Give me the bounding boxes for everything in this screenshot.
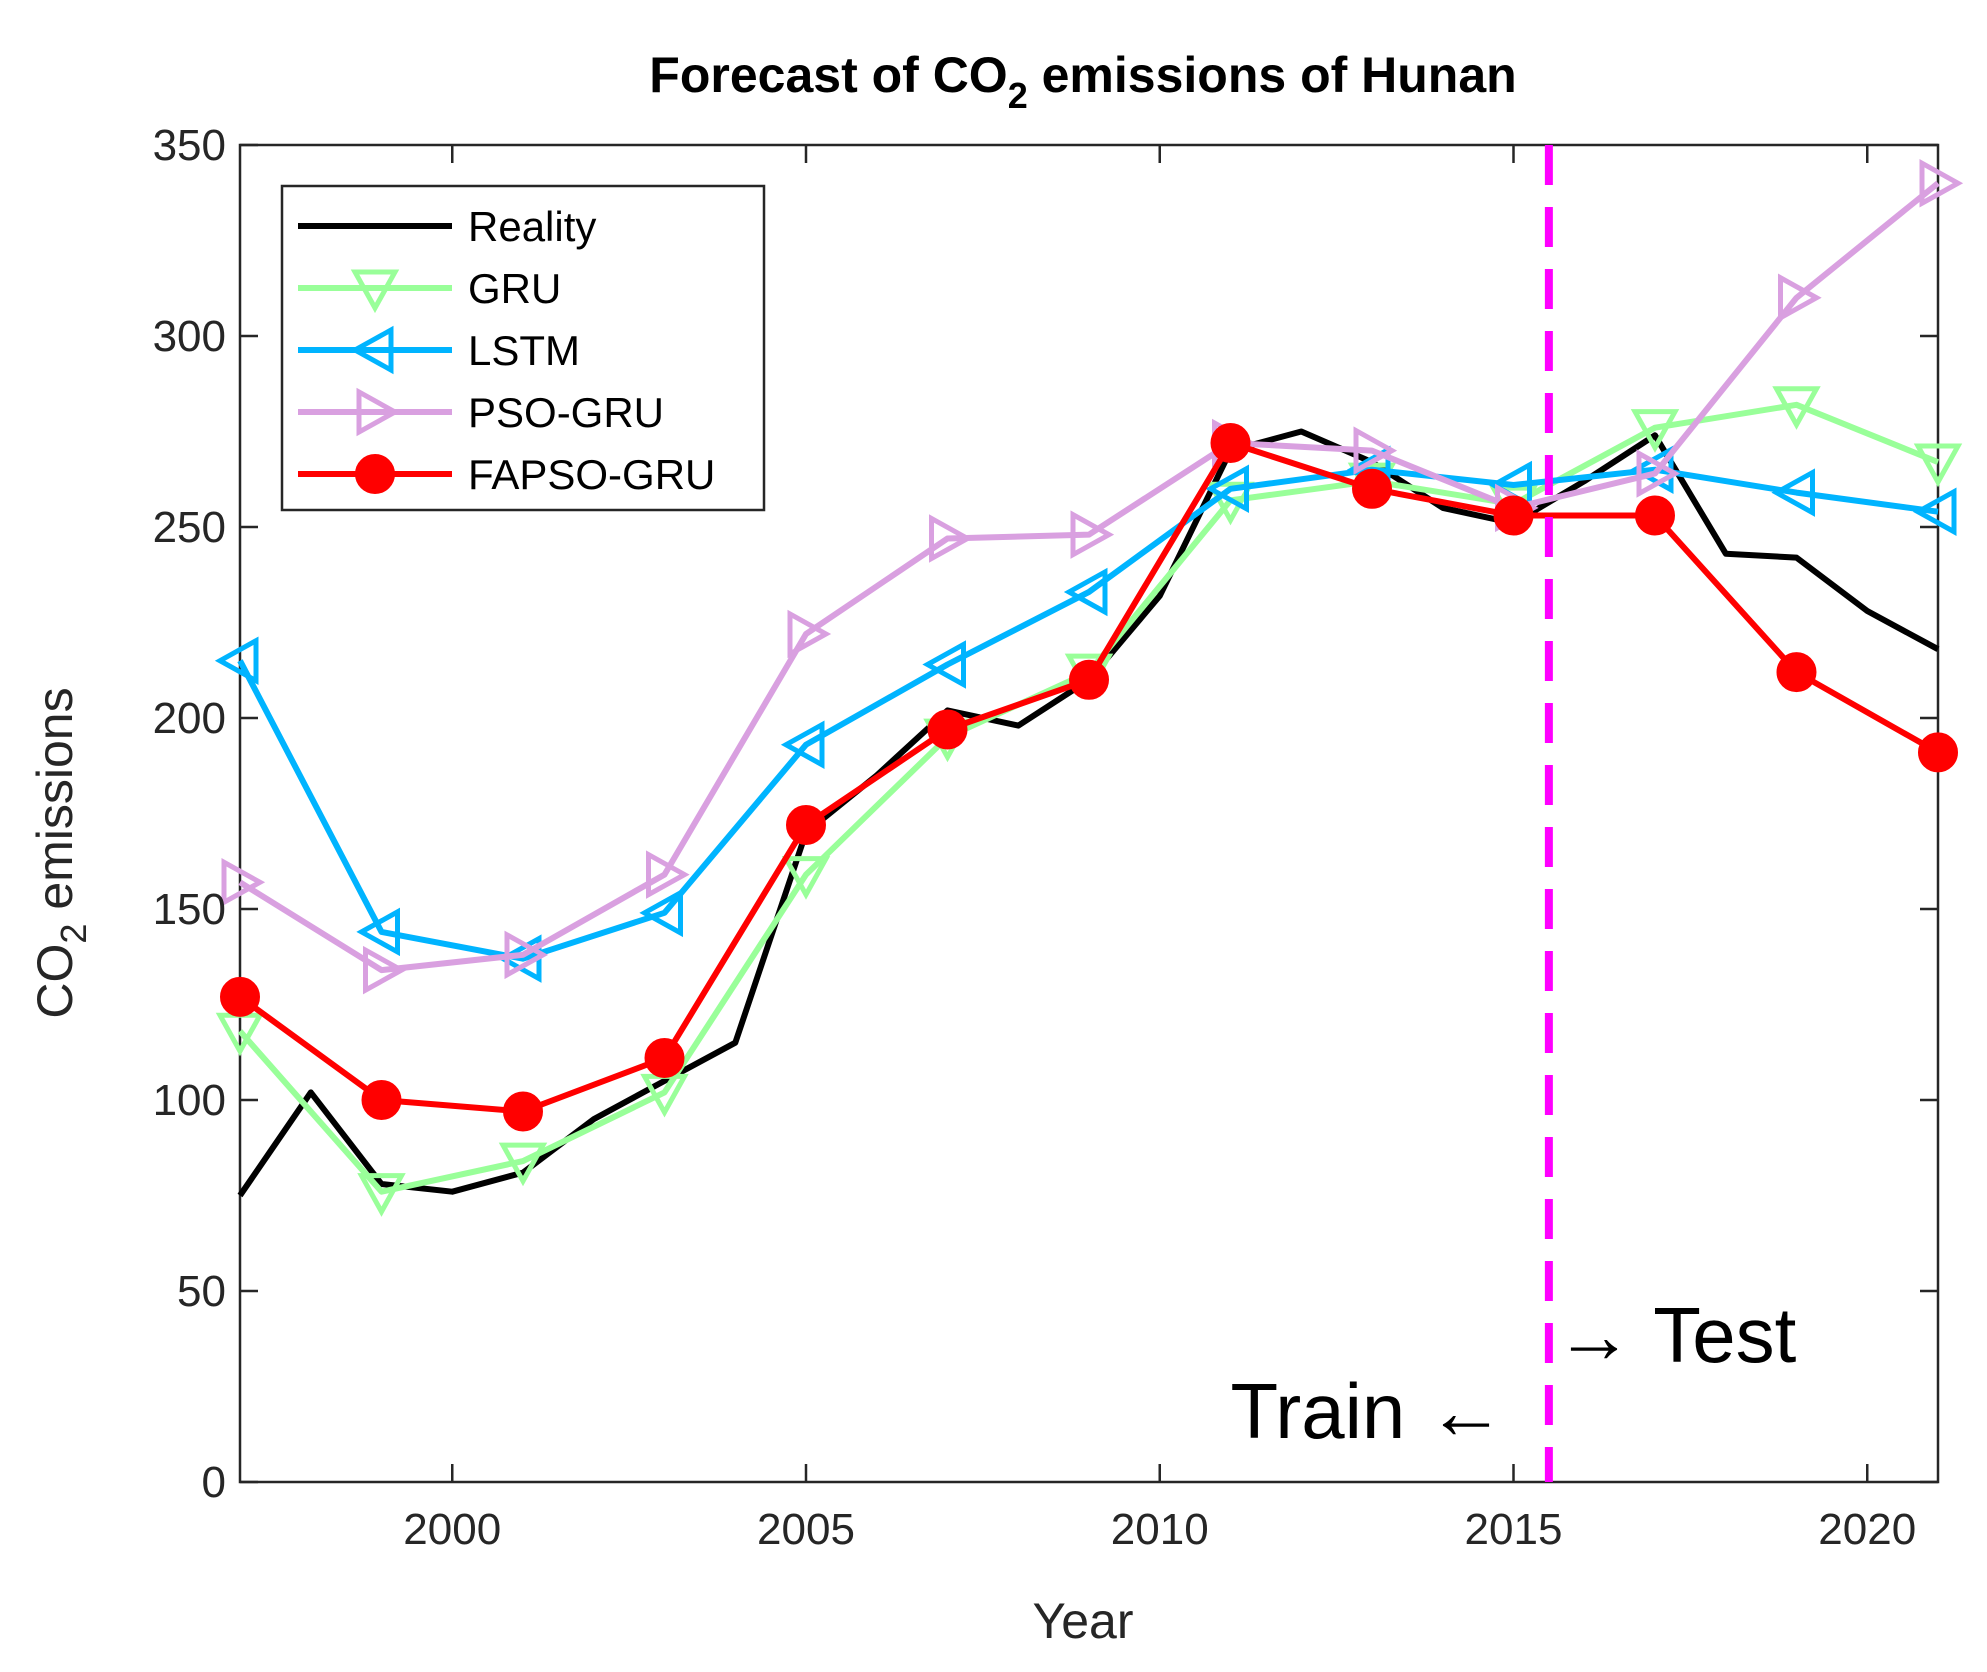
series-fapso-gru: [220, 422, 1958, 1132]
data-point-gru: [498, 1142, 548, 1187]
legend-marker: [355, 454, 395, 494]
data-point-fapso-gru: [220, 976, 260, 1017]
legend-label: PSO-GRU: [468, 389, 664, 436]
y-tick-label: 200: [153, 694, 226, 743]
data-point-fapso-gru: [644, 1037, 685, 1078]
legend-label: FAPSO-GRU: [468, 451, 715, 498]
train-annotation: Train ←: [1231, 1367, 1506, 1455]
data-point-fapso-gru: [786, 804, 826, 845]
data-point-pso-gru: [1636, 449, 1681, 498]
x-tick-label: 2005: [757, 1505, 855, 1554]
series-pso-gru: [221, 158, 1964, 995]
data-point-fapso-gru: [927, 709, 968, 750]
data-point-lstm: [1063, 567, 1108, 617]
legend-label: Reality: [468, 203, 596, 250]
axis-ticks: 0 50 100 150 200 250 300 350 2000 2005 2010 2015 202…: [153, 121, 1938, 1554]
data-point-fapso-gru: [1352, 468, 1392, 509]
data-point-pso-gru: [1353, 426, 1398, 475]
data-point-fapso-gru: [1918, 732, 1958, 773]
data-point-lstm: [639, 888, 683, 938]
data-point-pso-gru: [363, 945, 407, 995]
data-point-gru: [1206, 481, 1255, 526]
data-point-gru: [1630, 409, 1680, 453]
ylabel-subscript: 2: [53, 924, 94, 944]
data-point-pso-gru: [221, 858, 266, 907]
legend-item-reality: Reality: [298, 203, 596, 250]
y-tick-label: 50: [177, 1267, 226, 1316]
test-annotation: → Test: [1555, 1291, 1797, 1379]
legend-label: LSTM: [468, 327, 580, 374]
data-point-fapso-gru: [1493, 495, 1534, 536]
legend-marker: [350, 269, 400, 314]
x-tick-label: 2015: [1465, 1505, 1563, 1554]
data-point-gru: [1913, 443, 1963, 488]
y-axis-label: CO2 emissions: [27, 687, 94, 1018]
legend: Reality GRU LSTM PSO-GRU FAPSO-GRU: [280, 184, 766, 512]
x-tick-label: 2010: [1111, 1505, 1209, 1554]
y-tick-label: 0: [202, 1458, 226, 1507]
y-tick-label: 100: [153, 1076, 226, 1125]
data-point-lstm: [1205, 464, 1249, 514]
data-point-pso-gru: [1070, 510, 1115, 559]
data-point-gru: [781, 856, 831, 900]
data-point-fapso-gru: [1776, 652, 1817, 693]
data-point-lstm: [214, 636, 259, 685]
data-point-pso-gru: [504, 930, 549, 980]
data-point-pso-gru: [787, 609, 832, 659]
legend-item-gru: GRU: [298, 265, 561, 314]
data-point-lstm: [780, 720, 825, 769]
data-point-pso-gru: [1778, 273, 1822, 323]
data-point-pso-gru: [646, 850, 690, 899]
title-subscript: 2: [1008, 75, 1028, 116]
chart-title: Forecast of CO2 emissions of Hunan: [649, 47, 1516, 116]
data-point-fapso-gru: [1210, 422, 1251, 463]
legend-marker: [349, 325, 394, 375]
legend-label: GRU: [468, 265, 561, 312]
data-point-gru: [1772, 386, 1821, 430]
x-tick-label: 2000: [403, 1505, 501, 1554]
data-point-fapso-gru: [1635, 495, 1675, 536]
data-point-pso-gru: [929, 514, 973, 563]
legend-item-fapso-gru: FAPSO-GRU: [298, 451, 715, 498]
data-point-fapso-gru: [503, 1091, 543, 1132]
data-point-fapso-gru: [361, 1080, 402, 1120]
x-tick-label: 2020: [1818, 1505, 1916, 1554]
data-point-lstm: [356, 907, 400, 957]
y-tick-label: 350: [153, 121, 226, 170]
legend-marker: [356, 387, 401, 437]
x-axis-label: Year: [1032, 1593, 1133, 1649]
y-tick-label: 250: [153, 503, 226, 552]
axes-box: [238, 143, 1940, 1484]
data-point-lstm: [922, 640, 966, 689]
data-point-gru: [357, 1173, 406, 1217]
legend-item-pso-gru: PSO-GRU: [298, 387, 664, 437]
data-point-pso-gru: [1919, 158, 1964, 208]
data-point-fapso-gru: [1069, 659, 1109, 700]
data-point-lstm: [1771, 468, 1815, 517]
y-tick-label: 300: [153, 312, 226, 361]
y-tick-label: 150: [153, 885, 226, 934]
legend-item-lstm: LSTM: [298, 325, 580, 375]
data-point-lstm: [1912, 487, 1957, 536]
plot-area: [214, 143, 1964, 1484]
series-line-pso-gru: [238, 180, 1940, 974]
